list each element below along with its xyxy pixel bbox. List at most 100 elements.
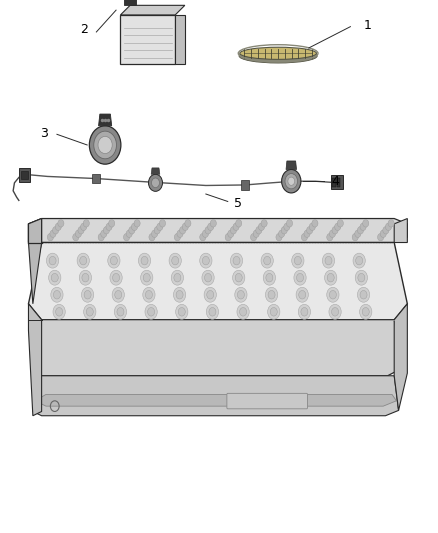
Circle shape — [355, 270, 367, 285]
Circle shape — [282, 169, 301, 193]
Circle shape — [182, 223, 188, 230]
Circle shape — [288, 177, 295, 185]
Circle shape — [106, 223, 112, 230]
Circle shape — [152, 178, 159, 188]
Circle shape — [173, 287, 186, 302]
Circle shape — [79, 270, 92, 285]
Circle shape — [337, 220, 343, 227]
Circle shape — [141, 270, 153, 285]
Bar — [92, 174, 100, 183]
Circle shape — [205, 227, 211, 234]
Circle shape — [261, 220, 267, 227]
Circle shape — [58, 220, 64, 227]
Circle shape — [53, 290, 60, 299]
Circle shape — [281, 227, 287, 234]
Circle shape — [126, 230, 132, 238]
Circle shape — [46, 253, 59, 268]
Circle shape — [301, 233, 307, 241]
Polygon shape — [28, 304, 42, 416]
Circle shape — [117, 308, 124, 316]
Bar — [124, 0, 136, 5]
Circle shape — [81, 223, 87, 230]
Polygon shape — [28, 219, 42, 304]
Circle shape — [56, 308, 63, 316]
Circle shape — [176, 290, 183, 299]
Circle shape — [256, 227, 262, 234]
Circle shape — [329, 304, 341, 319]
Circle shape — [268, 290, 275, 299]
Circle shape — [134, 220, 140, 227]
Polygon shape — [394, 219, 407, 243]
Circle shape — [110, 270, 122, 285]
Circle shape — [276, 233, 282, 241]
Bar — [337, 178, 340, 187]
Circle shape — [270, 308, 277, 316]
Circle shape — [98, 136, 112, 154]
Polygon shape — [28, 219, 42, 243]
Circle shape — [77, 253, 89, 268]
Circle shape — [265, 287, 278, 302]
Circle shape — [240, 308, 247, 316]
Circle shape — [235, 287, 247, 302]
Circle shape — [357, 227, 364, 234]
Circle shape — [233, 223, 239, 230]
FancyBboxPatch shape — [227, 393, 307, 409]
Circle shape — [84, 304, 96, 319]
Circle shape — [335, 223, 341, 230]
Circle shape — [299, 290, 306, 299]
Circle shape — [353, 253, 365, 268]
Circle shape — [388, 220, 394, 227]
Circle shape — [312, 220, 318, 227]
Circle shape — [230, 227, 237, 234]
Polygon shape — [286, 161, 297, 169]
Circle shape — [176, 304, 188, 319]
Ellipse shape — [239, 49, 317, 63]
Circle shape — [148, 308, 155, 316]
Circle shape — [143, 273, 150, 282]
Circle shape — [329, 230, 336, 238]
Circle shape — [322, 253, 335, 268]
Circle shape — [307, 227, 313, 234]
Circle shape — [202, 256, 209, 265]
Circle shape — [230, 253, 243, 268]
Circle shape — [55, 223, 61, 230]
Circle shape — [228, 230, 234, 238]
Polygon shape — [35, 394, 396, 406]
Circle shape — [174, 273, 181, 282]
Circle shape — [327, 287, 339, 302]
Circle shape — [82, 273, 89, 282]
Circle shape — [268, 304, 280, 319]
Polygon shape — [33, 320, 403, 376]
Bar — [241, 180, 249, 190]
Circle shape — [202, 270, 214, 285]
Circle shape — [206, 304, 219, 319]
Text: 1: 1 — [364, 19, 371, 32]
Circle shape — [148, 174, 162, 191]
Circle shape — [383, 227, 389, 234]
Circle shape — [264, 256, 271, 265]
Circle shape — [294, 270, 306, 285]
Circle shape — [49, 270, 61, 285]
Circle shape — [83, 220, 89, 227]
Circle shape — [174, 233, 180, 241]
Circle shape — [325, 256, 332, 265]
Circle shape — [202, 230, 208, 238]
Text: 3: 3 — [40, 127, 48, 140]
Polygon shape — [175, 15, 185, 64]
Circle shape — [263, 270, 276, 285]
Circle shape — [80, 256, 87, 265]
Circle shape — [357, 287, 370, 302]
Circle shape — [237, 290, 244, 299]
Circle shape — [75, 230, 81, 238]
Polygon shape — [331, 175, 343, 189]
Circle shape — [171, 270, 184, 285]
Polygon shape — [33, 376, 399, 416]
Polygon shape — [28, 243, 407, 320]
Polygon shape — [99, 114, 112, 126]
Circle shape — [356, 256, 363, 265]
Circle shape — [145, 304, 157, 319]
Circle shape — [178, 308, 185, 316]
Circle shape — [169, 253, 181, 268]
Circle shape — [380, 230, 386, 238]
Circle shape — [298, 304, 311, 319]
